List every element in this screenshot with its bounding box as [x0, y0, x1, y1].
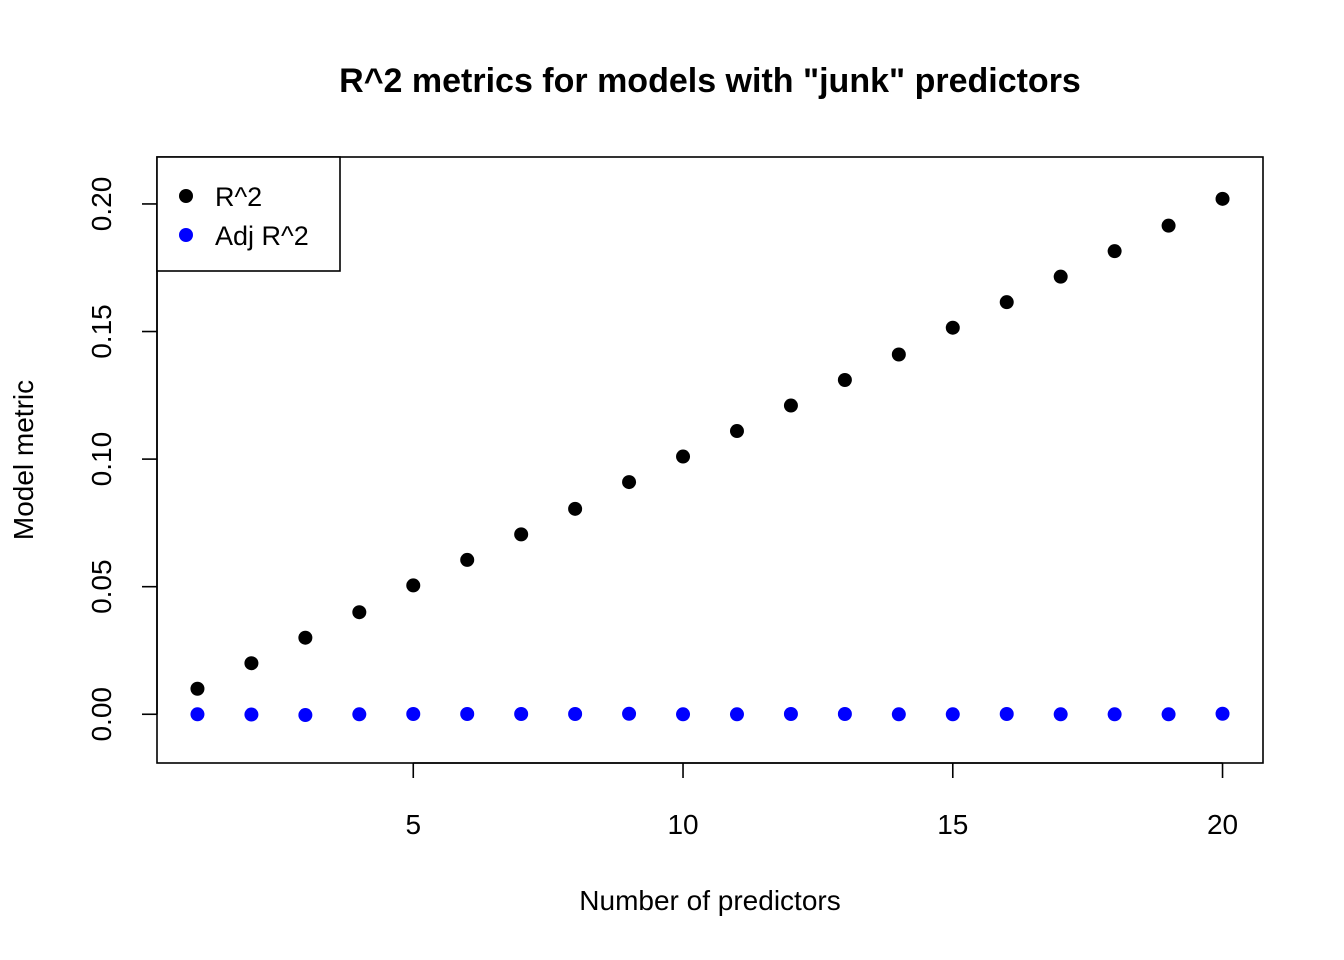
data-point-series-0: [1161, 218, 1176, 233]
data-point-series-0: [514, 527, 529, 542]
data-point-series-1: [460, 707, 475, 722]
data-point-series-1: [1107, 707, 1122, 722]
x-tick-label: 5: [405, 809, 421, 840]
data-point-series-1: [837, 707, 852, 722]
y-tick-label: 0.20: [86, 177, 117, 232]
data-point-series-0: [676, 449, 691, 464]
data-point-series-1: [514, 707, 529, 722]
x-tick-label: 10: [667, 809, 698, 840]
y-axis-label: Model metric: [8, 380, 39, 540]
data-point-series-1: [1215, 706, 1230, 721]
data-point-series-1: [783, 707, 798, 722]
legend-marker-series-0: [179, 189, 193, 203]
data-point-series-0: [352, 605, 367, 620]
data-point-series-1: [891, 707, 906, 722]
x-axis: 5 10 15 20: [405, 762, 1238, 840]
data-point-series-1: [729, 707, 744, 722]
data-point-series-1: [190, 707, 205, 722]
y-tick-label: 0.05: [86, 559, 117, 614]
data-point-series-0: [190, 681, 205, 696]
data-point-series-0: [244, 656, 259, 671]
data-point-series-1: [406, 707, 421, 722]
y-tick-label: 0.10: [86, 432, 117, 487]
chart-title: R^2 metrics for models with "junk" predi…: [339, 62, 1081, 100]
data-point-series-0: [945, 320, 960, 335]
data-point-series-1: [298, 708, 313, 723]
data-points: [190, 191, 1230, 723]
legend-label-series-1: Adj R^2: [215, 221, 309, 251]
data-point-series-1: [622, 706, 637, 721]
data-point-series-0: [837, 373, 852, 388]
y-axis: 0.00 0.05 0.10 0.15 0.20: [86, 177, 158, 742]
data-point-series-0: [406, 578, 421, 593]
data-point-series-0: [729, 424, 744, 439]
data-point-series-0: [1107, 244, 1122, 259]
legend-marker-series-1: [179, 228, 193, 242]
data-point-series-1: [244, 707, 259, 722]
data-point-series-0: [622, 475, 637, 490]
data-point-series-1: [676, 707, 691, 722]
legend-label-series-0: R^2: [215, 182, 262, 212]
data-point-series-0: [1053, 269, 1068, 284]
data-point-series-1: [945, 707, 960, 722]
x-tick-label: 20: [1207, 809, 1238, 840]
data-point-series-1: [1053, 707, 1068, 722]
y-tick-label: 0.00: [86, 687, 117, 742]
x-tick-label: 15: [937, 809, 968, 840]
data-point-series-0: [783, 398, 798, 413]
data-point-series-0: [891, 347, 906, 362]
data-point-series-0: [999, 295, 1014, 310]
data-point-series-0: [298, 630, 313, 645]
x-axis-label: Number of predictors: [579, 885, 840, 916]
data-point-series-0: [460, 552, 475, 567]
data-point-series-1: [999, 707, 1014, 722]
data-point-series-0: [1215, 191, 1230, 206]
y-tick-label: 0.15: [86, 304, 117, 359]
data-point-series-0: [568, 501, 583, 516]
legend-box: [156, 156, 341, 272]
data-point-series-1: [1161, 707, 1176, 722]
data-point-series-1: [352, 707, 367, 722]
legend: R^2 Adj R^2: [156, 156, 341, 272]
data-point-series-1: [568, 707, 583, 722]
